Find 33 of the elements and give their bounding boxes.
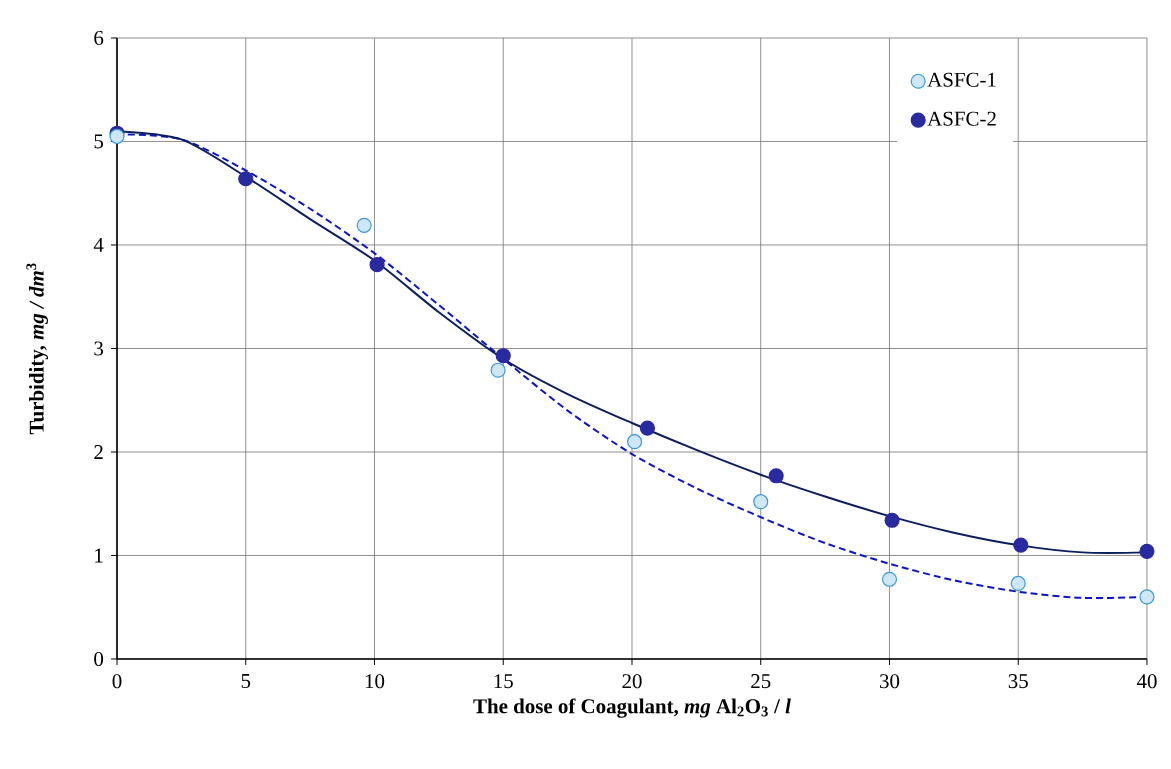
point: [369, 257, 385, 273]
point: [495, 348, 511, 364]
y-tick-label: 0: [94, 651, 104, 667]
x-tick-label: 35: [1008, 674, 1028, 689]
x-tick-label: 30: [880, 674, 900, 689]
point: [753, 494, 769, 510]
x-tick-label: 10: [365, 674, 385, 689]
x-tick-label: 0: [112, 674, 122, 689]
point: [639, 420, 656, 436]
point: [1013, 537, 1029, 553]
x-tick-label: 25: [751, 674, 771, 689]
x-tick-label: 15: [494, 674, 513, 689]
y-tick-label: 6: [94, 30, 104, 46]
x-tick-label: 5: [241, 674, 251, 689]
point: [356, 217, 372, 233]
y-tick-label: 3: [94, 341, 104, 356]
point: [884, 512, 900, 528]
y-tick-label: 2: [94, 445, 103, 459]
x-tick-label: 40: [1136, 674, 1157, 689]
y-tick-label: 5: [94, 134, 104, 149]
x-tick-label: 20: [622, 674, 642, 689]
y-tick-label: 4: [93, 238, 104, 252]
point: [238, 171, 254, 187]
point: [490, 362, 506, 378]
y-tick-label: 1: [95, 548, 103, 563]
point: [626, 434, 643, 450]
point: [881, 571, 898, 587]
legend-label: ASFC-1: [927, 72, 996, 87]
x-axis-title: The dose of Coagulant, mg Al$_{2}$O$_{3}$ / l: [473, 698, 791, 718]
legend-label: ASFC-2: [927, 111, 996, 126]
y-axis-title: Turbidity, mg / dm$^{3}$: [26, 263, 49, 435]
point: [768, 468, 784, 484]
point: [1010, 575, 1026, 591]
